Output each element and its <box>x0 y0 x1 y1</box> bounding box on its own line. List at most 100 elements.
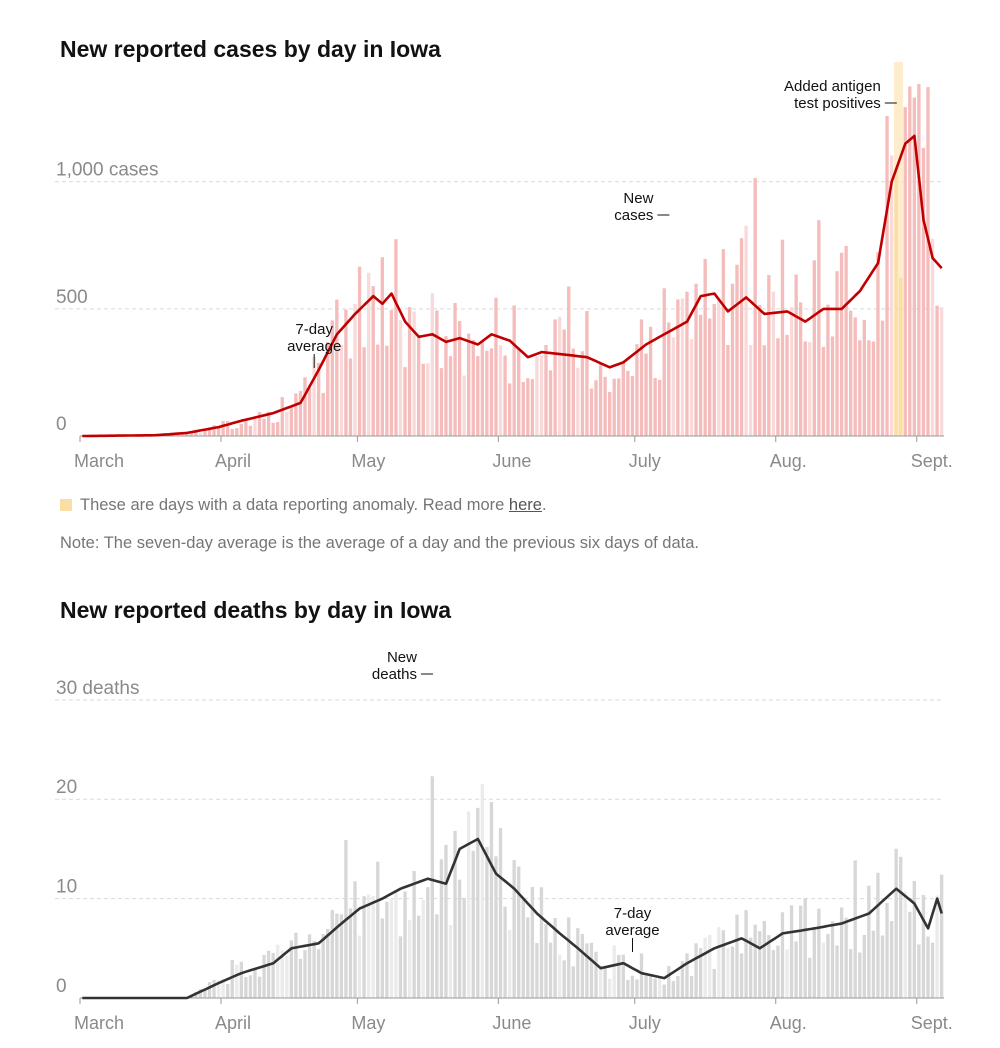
deaths-bar <box>571 966 575 998</box>
cases-bar <box>776 338 780 436</box>
deaths-bar <box>353 881 357 998</box>
cases-bar <box>903 107 907 436</box>
read-more-link[interactable]: here <box>508 496 542 514</box>
anomaly-legend-end: . <box>541 496 547 514</box>
deaths-bar <box>885 903 889 998</box>
deaths-bar <box>603 966 607 998</box>
deaths-bar <box>517 866 521 998</box>
cases-annotation-text: New <box>623 190 653 207</box>
cases-bar <box>739 238 744 436</box>
deaths-bar <box>221 978 225 998</box>
cases-bar <box>257 412 262 436</box>
deaths-bar <box>298 958 303 998</box>
cases-x-tick-label: April <box>215 451 251 471</box>
deaths-bar <box>839 907 844 998</box>
deaths-bar <box>817 908 821 998</box>
deaths-bar <box>780 912 785 998</box>
deaths-bar <box>676 976 680 998</box>
deaths-bar <box>726 948 730 998</box>
cases-bar <box>698 314 703 436</box>
deaths-bar <box>903 891 907 998</box>
deaths-bar <box>803 898 807 998</box>
deaths-bar <box>585 943 589 998</box>
deaths-bar <box>580 934 585 998</box>
cases-bar <box>248 425 253 436</box>
deaths-bar <box>230 959 234 998</box>
deaths-bar <box>648 974 653 998</box>
cases-bar <box>580 351 585 436</box>
deaths-bar <box>489 802 494 998</box>
deaths-bar <box>762 920 766 998</box>
cases-bars <box>85 84 944 437</box>
anomaly-legend: These are days with a data reporting ano… <box>60 496 547 515</box>
cases-bar <box>212 425 216 436</box>
deaths-bar <box>853 860 857 998</box>
deaths-bar <box>730 946 735 998</box>
deaths-bar <box>444 844 448 998</box>
cases-annotation-text: cases <box>614 207 653 224</box>
cases-bar <box>507 383 512 436</box>
deaths-x-tick-label: March <box>74 1013 124 1033</box>
cases-bar <box>362 347 366 436</box>
cases-bar <box>598 362 603 436</box>
cases-bar <box>821 346 826 436</box>
cases-x-tick-label: July <box>629 451 661 471</box>
cases-x-tick-label: Aug. <box>770 451 807 471</box>
deaths-annotation-text: average <box>605 922 659 939</box>
deaths-x-tick-label: June <box>492 1013 531 1033</box>
cases-bar <box>271 422 275 436</box>
cases-bar <box>244 421 248 436</box>
cases-bar <box>653 377 657 436</box>
deaths-bar <box>662 984 666 998</box>
cases-bar <box>326 341 330 436</box>
deaths-bar <box>635 979 639 998</box>
cases-bar <box>817 220 821 436</box>
deaths-bar <box>703 937 707 998</box>
cases-bar <box>789 307 794 436</box>
deaths-bar <box>694 943 698 998</box>
cases-bar <box>335 299 339 436</box>
deaths-bar <box>889 921 894 998</box>
cases-bar <box>844 245 848 436</box>
cases-bar <box>639 319 644 436</box>
deaths-bar <box>357 935 362 998</box>
deaths-bar <box>576 928 580 998</box>
cases-bar <box>316 362 321 436</box>
cases-bar <box>617 378 621 436</box>
cases-bar <box>312 356 316 436</box>
cases-bar <box>194 429 198 436</box>
cases-bar <box>667 322 671 436</box>
deaths-x-tick-label: Aug. <box>770 1013 807 1033</box>
deaths-bar <box>835 945 839 998</box>
deaths-bar <box>312 940 316 998</box>
deaths-bar <box>253 969 257 998</box>
cases-bar <box>417 335 421 436</box>
deaths-bar <box>589 942 594 998</box>
cases-bar <box>530 379 535 436</box>
deaths-bar <box>326 929 330 998</box>
deaths-bar <box>939 874 944 998</box>
deaths-bar <box>894 848 898 998</box>
cases-bar <box>430 293 434 436</box>
deaths-bar <box>467 811 471 998</box>
deaths-bar <box>485 846 489 998</box>
cases-bar <box>298 390 303 436</box>
deaths-bar <box>739 953 744 998</box>
deaths-bar <box>630 975 635 998</box>
deaths-bar <box>498 827 503 998</box>
deaths-annotation-text: 7-day <box>614 905 652 922</box>
cases-bar <box>494 297 498 436</box>
cases-bar <box>221 421 225 436</box>
cases-bar <box>835 271 839 436</box>
deaths-bar <box>366 894 371 998</box>
deaths-bar <box>735 914 739 998</box>
deaths-bar <box>557 954 562 998</box>
cases-bar <box>735 264 739 436</box>
cases-bar <box>203 429 207 436</box>
cases-x-tick-label: Sept. <box>911 451 953 471</box>
deaths-bar <box>685 953 689 998</box>
cases-bar <box>385 345 389 436</box>
